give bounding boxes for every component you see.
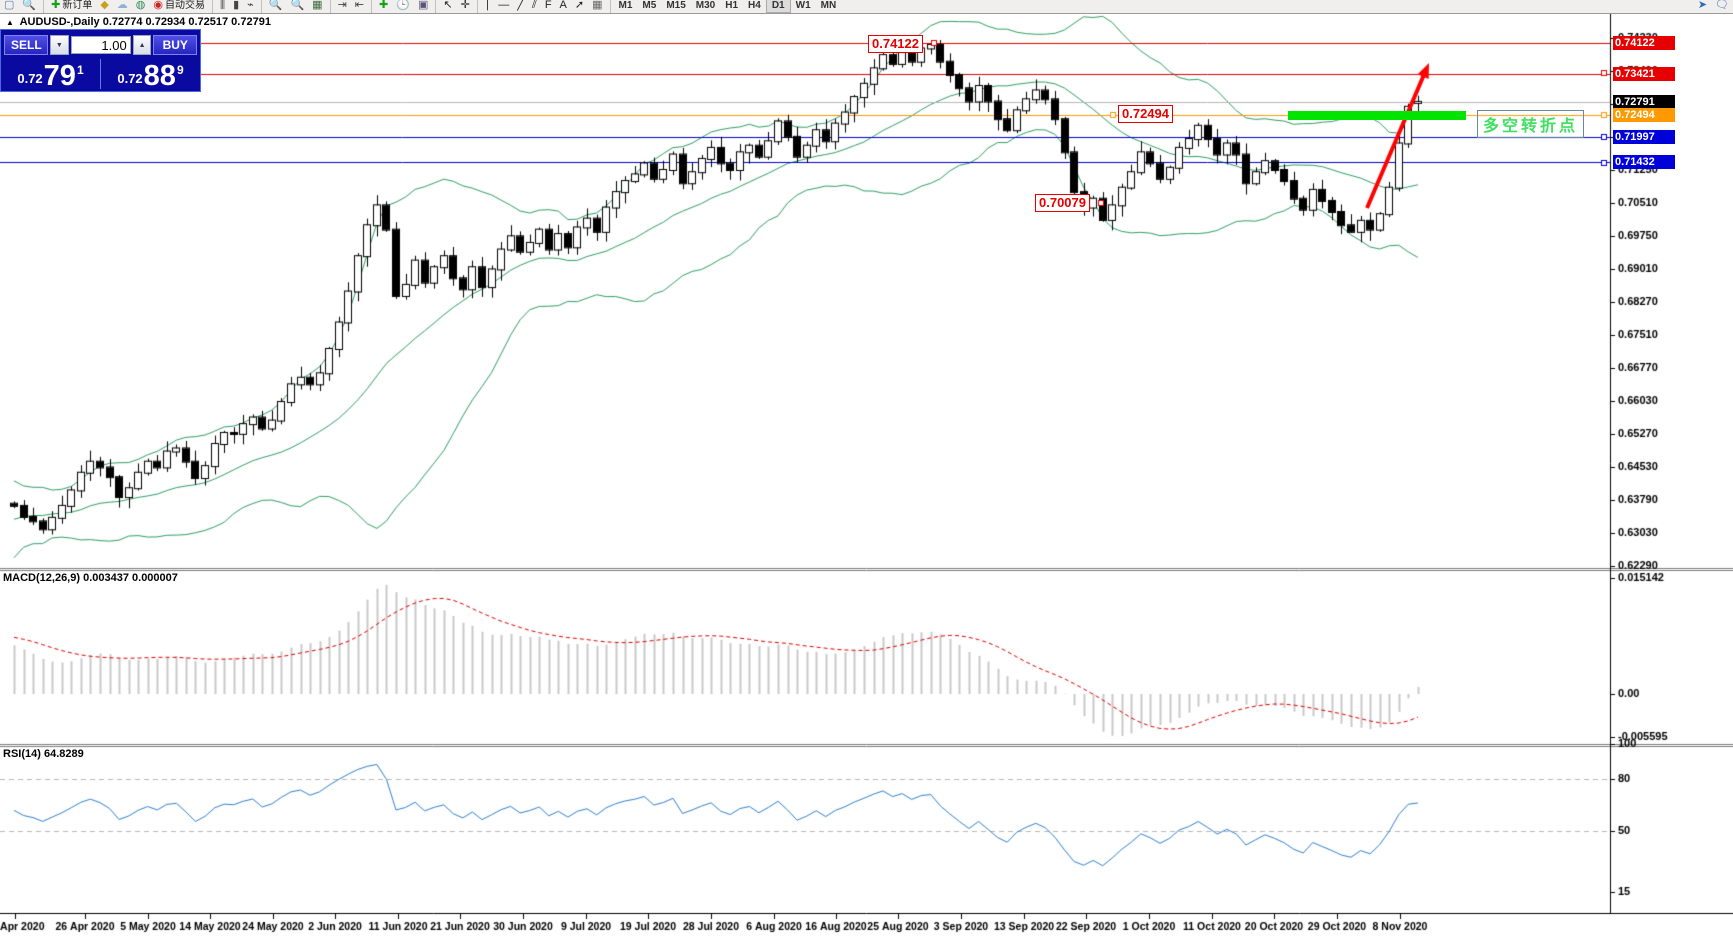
toolbar-separator: [329, 0, 331, 13]
trendline-icon[interactable]: ╱: [517, 0, 524, 11]
buy-price-prefix: 0.72: [117, 71, 143, 86]
cursor-icon[interactable]: ↖: [443, 0, 453, 11]
symbol-header: ▲ AUDUSD-,Daily 0.72774 0.72934 0.72517 …: [6, 16, 271, 28]
globe-icon[interactable]: ◍: [135, 0, 146, 11]
tile-windows-icon[interactable]: ▦: [312, 0, 323, 11]
auto-scroll-icon[interactable]: ⇤: [354, 0, 365, 11]
timeframe-button-h1[interactable]: H1: [725, 0, 739, 11]
timeframe-button-d1[interactable]: D1: [765, 0, 791, 13]
volume-down-stepper[interactable]: ▼: [50, 35, 69, 55]
timeframe-button-h4[interactable]: H4: [748, 0, 761, 11]
sell-button[interactable]: SELL: [4, 35, 48, 55]
volume-up-stepper[interactable]: ▲: [132, 35, 152, 55]
fibonacci-icon[interactable]: F: [544, 0, 552, 11]
buy-price-point: 9: [176, 63, 184, 77]
arrows-icon[interactable]: ➚: [574, 0, 585, 11]
period-icon[interactable]: 🕒: [396, 0, 410, 11]
chat-icon[interactable]: 🗨: [1715, 0, 1729, 11]
chart-shift-icon[interactable]: ⇥: [337, 0, 347, 11]
price-annotation-mid[interactable]: 0.72494: [1118, 105, 1173, 123]
text-icon[interactable]: A: [559, 0, 567, 11]
zoom-in-icon[interactable]: 🔍: [268, 0, 283, 11]
axis-price-tag: 0.74122: [1613, 36, 1675, 50]
candle-chart-icon[interactable]: ▮: [233, 0, 240, 11]
rsi-indicator-label: RSI(14) 64.8289: [3, 748, 84, 760]
buy-button[interactable]: BUY: [153, 35, 197, 55]
buy-price-pips: 88: [143, 60, 176, 92]
turning-point-note[interactable]: 多空转折点: [1477, 110, 1585, 138]
grid-icon[interactable]: ▦: [592, 0, 603, 11]
volume-input[interactable]: [70, 36, 131, 54]
toolbar: ▢ 🔍 ✚ 新订单 ◆ ☁ ◍ ◉ 自动交易 ⫼ ▮ ⌁ 🔍 🔍 ▦ ⇥ ⇤ ✚ 🕒 ▣ ↖ ✛ ∣ ― ╱ ⫽ F A ➚ ▦ M1 M5 M…: [0, 0, 1733, 14]
horizontal-line-icon[interactable]: ―: [498, 0, 510, 11]
cloud-icon[interactable]: ☁: [116, 0, 128, 11]
ohlc-values: 0.72774 0.72934 0.72517 0.72791: [102, 16, 271, 28]
timeframe-button-w1[interactable]: W1: [795, 0, 811, 11]
support-zone-bar[interactable]: [1288, 110, 1466, 120]
toolbar-separator: [212, 0, 214, 13]
timeframe-button-m1[interactable]: M1: [618, 0, 633, 11]
autotrade-icon[interactable]: ◉ 自动交易: [153, 0, 206, 11]
axis-price-tag: 0.72494: [1613, 108, 1675, 122]
axis-price-tag: 0.71432: [1613, 155, 1675, 169]
one-click-trading-panel: SELL ▼ ▲ BUY 0.72 79 1 0.72 88 9: [0, 29, 201, 92]
symbol-name: AUDUSD-,Daily: [19, 16, 100, 28]
template-icon[interactable]: ▣: [417, 0, 429, 11]
buy-price[interactable]: 0.72 88 9: [101, 57, 200, 91]
zoom-window-icon[interactable]: 🔍: [22, 0, 37, 11]
line-chart-icon[interactable]: ⌁: [247, 0, 254, 11]
sell-price-point: 1: [76, 63, 84, 77]
price-divider: [100, 59, 101, 89]
channel-icon[interactable]: ⫽: [531, 0, 537, 11]
toolbar-separator: [371, 0, 373, 13]
toolbar-separator: [260, 0, 262, 13]
bar-chart-icon[interactable]: ⫼: [220, 0, 226, 11]
sell-price[interactable]: 0.72 79 1: [1, 57, 100, 91]
timeframe-button-m5[interactable]: M5: [642, 0, 657, 11]
toolbar-separator: [609, 0, 611, 13]
crosshair-icon[interactable]: ✛: [460, 0, 470, 11]
toolbar-separator: [476, 0, 478, 13]
axis-price-tag: 0.72791: [1613, 95, 1675, 109]
timeframe-button-mn[interactable]: MN: [820, 0, 837, 11]
vertical-line-icon[interactable]: ∣: [484, 0, 491, 11]
toolbar-separator: [43, 0, 45, 13]
axis-price-tag: 0.71997: [1613, 130, 1675, 144]
zoom-out-icon[interactable]: 🔍: [290, 0, 305, 11]
expand-icon[interactable]: ▲: [6, 18, 14, 27]
axis-price-tag: 0.73421: [1613, 67, 1675, 81]
new-order-icon[interactable]: ✚ 新订单: [51, 0, 93, 11]
chart-window-icon[interactable]: ▢: [4, 0, 15, 11]
timeframe-button-m15[interactable]: M15: [666, 0, 686, 11]
macd-indicator-label: MACD(12,26,9) 0.003437 0.000007: [3, 572, 178, 584]
timeframe-button-m30[interactable]: M30: [695, 0, 716, 11]
sell-price-prefix: 0.72: [17, 71, 43, 86]
add-indicator-icon[interactable]: ✚: [379, 0, 389, 11]
price-annotation-high[interactable]: 0.74122: [868, 35, 923, 53]
sell-price-pips: 79: [43, 60, 76, 92]
gold-icon[interactable]: ◆: [100, 0, 109, 11]
price-annotation-low[interactable]: 0.70079: [1035, 194, 1090, 212]
toolbar-separator: [435, 0, 437, 13]
help-icon[interactable]: ➤: [1697, 0, 1708, 11]
